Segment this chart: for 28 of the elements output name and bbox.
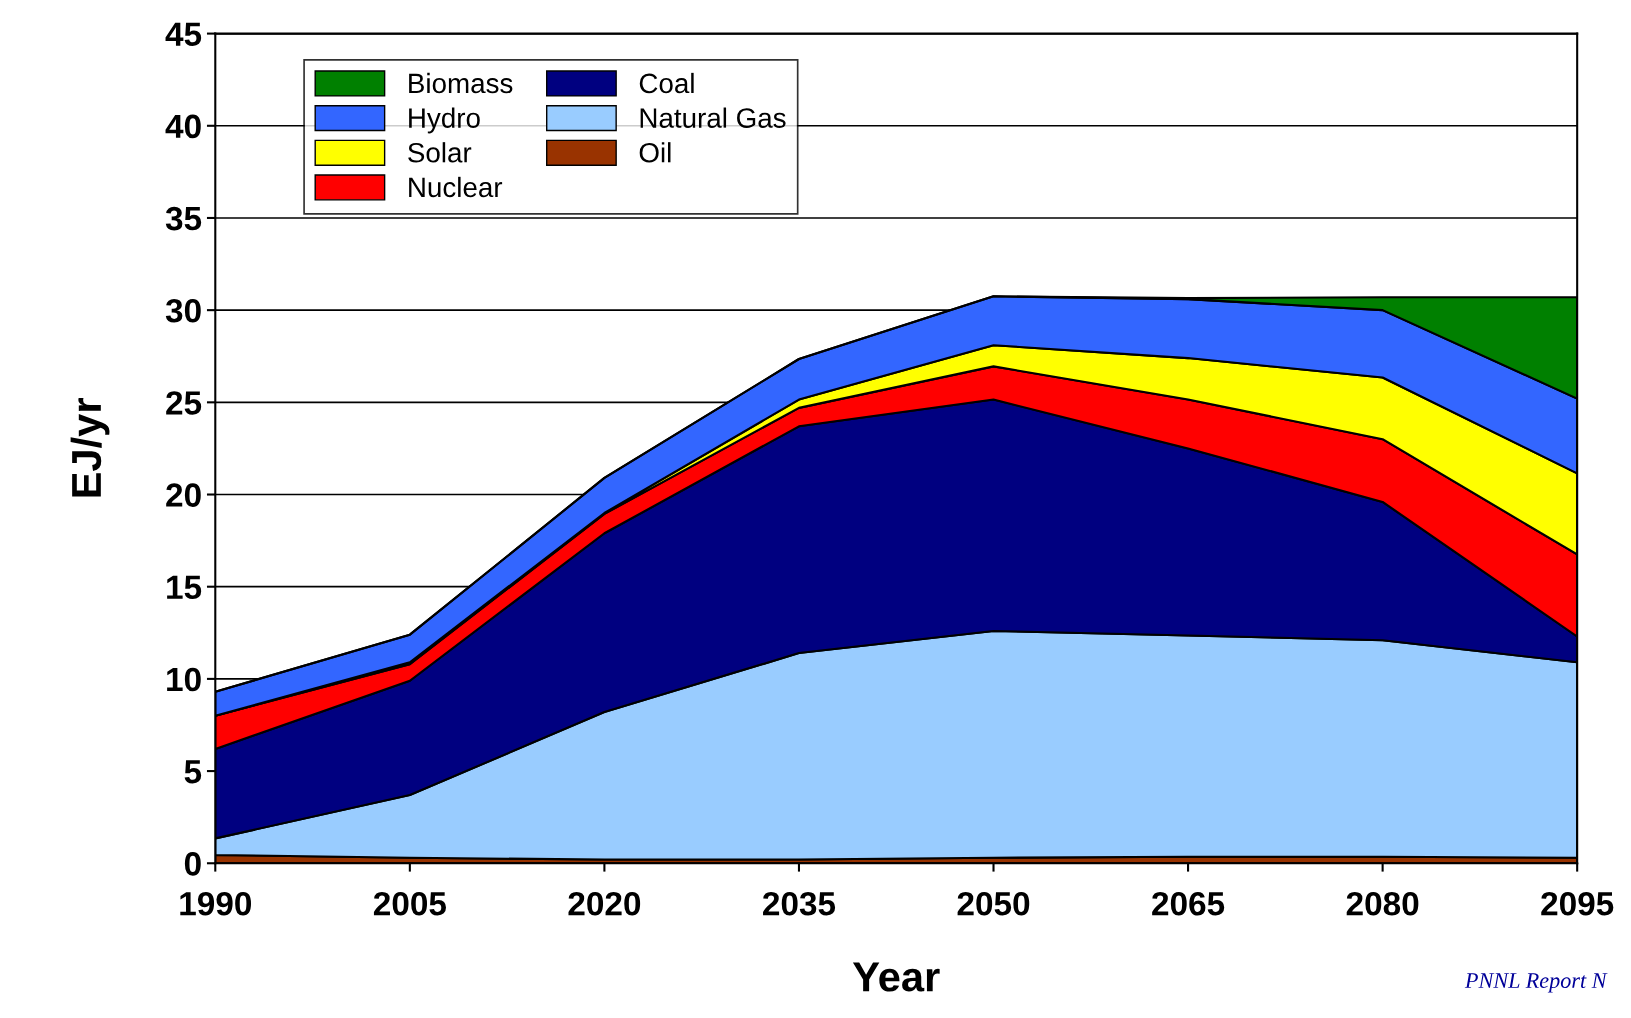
x-tick-label: 2080 xyxy=(1346,891,1419,916)
legend-label: Biomass xyxy=(409,72,513,94)
legend-label: Oil xyxy=(639,142,671,163)
y-tick-label: 40 xyxy=(165,114,201,139)
y-tick-label: 25 xyxy=(166,391,202,415)
y-tick-label: 30 xyxy=(165,298,201,323)
legend-label: Natural Gas xyxy=(640,107,786,128)
legend-label: Coal xyxy=(639,72,694,94)
legend-label: Solar xyxy=(408,142,472,163)
x-tick-label: 2050 xyxy=(957,891,1030,916)
x-tick-label: 2035 xyxy=(763,891,836,916)
x-axis-title: Year xyxy=(852,962,940,992)
y-tick-label: 5 xyxy=(184,760,202,784)
x-tick-label: 2095 xyxy=(1541,891,1614,916)
y-axis-title: EJ/yr xyxy=(70,398,110,497)
y-tick-label: 35 xyxy=(165,206,202,231)
y-tick-label: 10 xyxy=(167,667,201,692)
y-tick-label: 0 xyxy=(184,852,201,876)
legend-label: Hydro xyxy=(409,107,480,134)
x-tick-label: 2065 xyxy=(1152,891,1225,916)
y-tick-label: 20 xyxy=(166,483,201,507)
y-tick-label: 45 xyxy=(165,22,202,46)
text: PNNL Report N xyxy=(1464,973,1608,993)
x-tick-label: 2020 xyxy=(568,891,641,916)
legend-label: Nuclear xyxy=(409,176,503,198)
x-tick-label: 2005 xyxy=(373,891,446,916)
x-tick-label: 1990 xyxy=(180,891,252,916)
y-tick-label: 15 xyxy=(167,575,202,600)
